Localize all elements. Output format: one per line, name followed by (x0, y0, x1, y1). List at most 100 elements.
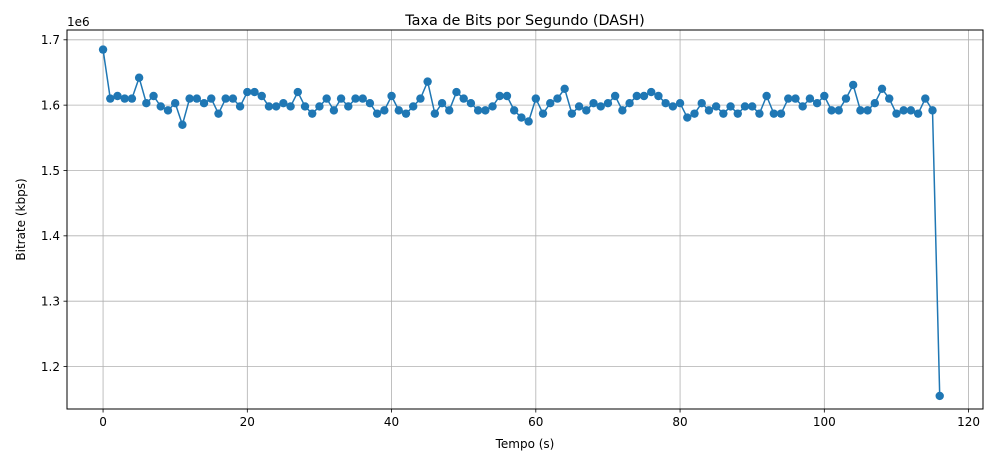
data-point (899, 106, 908, 115)
data-point (625, 98, 634, 108)
data-point (546, 98, 555, 108)
x-tick-label: 100 (813, 415, 836, 429)
y-tick-label: 1.2 (41, 360, 60, 374)
y-axis-label: Bitrate (kbps) (14, 178, 28, 260)
data-point (358, 94, 367, 103)
data-point (228, 94, 238, 103)
data-point (243, 87, 252, 97)
data-point (452, 87, 461, 97)
data-point (214, 109, 223, 118)
data-point (351, 94, 360, 103)
data-point (567, 109, 577, 118)
data-point (394, 106, 403, 115)
data-point (531, 94, 541, 103)
data-point (423, 77, 432, 86)
data-point (683, 113, 692, 122)
data-point (445, 106, 454, 115)
data-point (286, 102, 295, 111)
data-point (127, 94, 137, 103)
data-point (466, 98, 476, 108)
data-point (113, 91, 122, 101)
data-point (372, 109, 382, 118)
data-point (380, 106, 389, 115)
data-point (538, 109, 548, 118)
data-point (834, 106, 843, 115)
data-point (928, 106, 937, 115)
data-point (639, 91, 649, 101)
data-point (300, 102, 310, 111)
data-point (711, 102, 721, 111)
data-point (610, 91, 620, 101)
data-point (668, 102, 678, 111)
data-point (704, 106, 714, 115)
data-point (271, 102, 281, 111)
x-tick-label: 0 (99, 415, 107, 429)
data-point (603, 98, 613, 108)
data-point (574, 102, 584, 111)
data-point (437, 98, 447, 108)
data-point (913, 109, 923, 118)
data-point (848, 80, 858, 90)
data-point (690, 109, 699, 118)
data-point (401, 109, 411, 118)
data-point (885, 94, 894, 103)
data-point (257, 91, 266, 101)
data-point (675, 98, 685, 108)
data-point (502, 91, 512, 101)
data-point (170, 98, 180, 108)
data-point (409, 102, 418, 111)
x-tick-label: 60 (528, 415, 543, 429)
data-point (820, 91, 829, 101)
data-point (524, 117, 533, 126)
data-point (509, 106, 519, 115)
data-point (430, 109, 440, 118)
chart-title: Taxa de Bits por Segundo (DASH) (404, 13, 644, 29)
data-point (791, 94, 800, 103)
data-point (618, 106, 627, 115)
data-point (632, 91, 641, 101)
data-point (365, 98, 375, 108)
data-point (769, 109, 779, 118)
data-point (517, 113, 526, 122)
data-point (134, 73, 144, 82)
data-point (805, 94, 815, 103)
y-axis-offset-text: 1e6 (67, 15, 90, 29)
data-point (106, 94, 115, 103)
data-point (163, 106, 173, 115)
data-point (336, 94, 346, 103)
data-point (776, 109, 786, 118)
data-point (156, 102, 165, 111)
data-point (654, 91, 663, 101)
data-point (264, 102, 274, 111)
data-point (199, 98, 209, 108)
data-point (841, 94, 851, 103)
data-point (142, 98, 151, 108)
data-point (748, 102, 757, 111)
data-point (192, 94, 202, 103)
y-tick-label: 1.5 (41, 164, 60, 178)
data-point (661, 98, 670, 108)
data-point (589, 98, 598, 108)
data-point (726, 102, 735, 111)
data-point (322, 94, 331, 103)
data-point (120, 94, 129, 103)
data-point (207, 94, 216, 103)
series-group (98, 45, 944, 401)
data-point (906, 106, 916, 115)
data-point (582, 106, 591, 115)
x-axis-label: Tempo (s) (495, 437, 555, 451)
data-point (740, 102, 750, 111)
y-tick-label: 1.3 (41, 294, 60, 308)
x-tick-label: 120 (957, 415, 980, 429)
data-point (149, 91, 158, 101)
data-point (892, 109, 901, 118)
x-tick-label: 40 (384, 415, 399, 429)
data-point (733, 109, 742, 118)
data-point (596, 102, 605, 111)
data-point (315, 102, 324, 111)
y-axis-ticks: 1.2 1.3 1.4 1.5 1.6 1.7 (41, 33, 67, 374)
data-point (235, 102, 245, 111)
data-point (459, 94, 468, 103)
